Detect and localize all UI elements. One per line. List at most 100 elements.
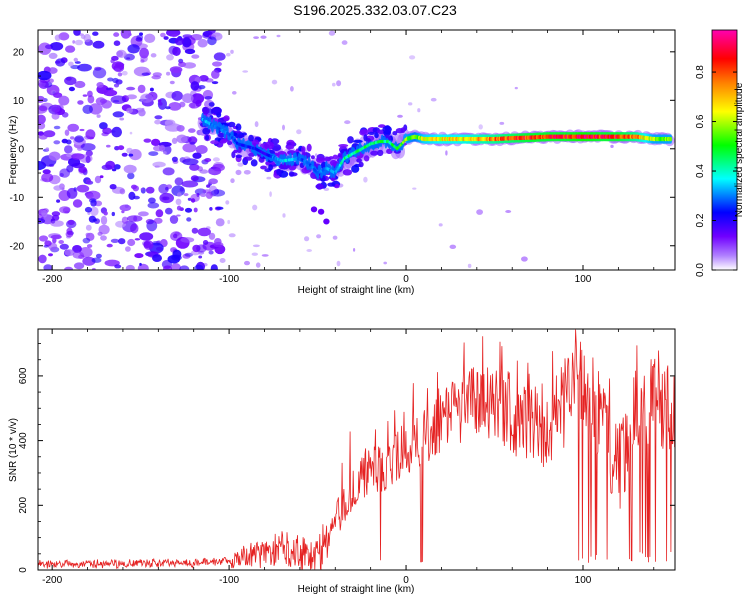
- noise-blob: [102, 127, 112, 135]
- ridge-cluster: [317, 208, 325, 215]
- noise-blob: [134, 238, 141, 241]
- noise-blob: [113, 99, 120, 103]
- noise-blob: [184, 48, 196, 55]
- spectrogram-xtick-label: -100: [219, 274, 239, 285]
- noise-blob: [91, 257, 102, 263]
- noise-blob: [166, 54, 174, 61]
- noise-blob: [253, 36, 259, 39]
- noise-blob: [353, 248, 356, 252]
- noise-blob: [190, 81, 200, 91]
- noise-blob: [208, 170, 215, 174]
- noise-blob: [53, 185, 63, 191]
- noise-blob: [44, 240, 52, 247]
- noise-blob: [237, 162, 244, 167]
- noise-blob: [276, 34, 281, 38]
- noise-blob: [134, 253, 144, 259]
- noise-blob: [87, 95, 95, 104]
- noise-blob: [65, 45, 76, 53]
- noise-blob: [172, 249, 182, 259]
- noise-blob: [72, 251, 85, 259]
- noise-blob: [136, 34, 144, 41]
- noise-blob: [121, 210, 125, 214]
- ridge-cluster: [260, 165, 267, 170]
- ridge-band-core: [335, 169, 338, 173]
- noise-blob: [154, 115, 163, 120]
- snr-ytick-label: 600: [18, 367, 29, 384]
- noise-blob: [296, 129, 302, 135]
- noise-blob: [67, 123, 79, 132]
- noise-blob: [50, 67, 55, 70]
- snr-xtick-label: 0: [403, 575, 409, 586]
- noise-blob: [316, 234, 322, 239]
- noise-blob: [50, 104, 61, 113]
- noise-blob: [176, 192, 182, 198]
- noise-blob: [182, 93, 194, 104]
- noise-blob: [72, 245, 82, 253]
- noise-blob: [197, 38, 208, 48]
- noise-blob: [77, 63, 92, 72]
- noise-blob: [172, 46, 181, 57]
- noise-blob: [181, 180, 199, 188]
- ridge-cluster: [231, 151, 236, 159]
- noise-blob: [209, 207, 213, 211]
- noise-blob: [182, 158, 199, 166]
- noise-blob: [206, 184, 211, 188]
- noise-blob: [228, 233, 236, 238]
- noise-blob: [191, 227, 199, 234]
- noise-blob: [143, 240, 154, 250]
- noise-blob: [190, 198, 196, 203]
- noise-blob: [315, 153, 318, 157]
- noise-blob: [197, 227, 211, 237]
- colorbar-frame: [711, 29, 738, 271]
- colorbar-tick-label: 0.4: [695, 164, 706, 178]
- spectrogram-xtick-label: -200: [42, 274, 62, 285]
- snr-xtick-label: 100: [575, 575, 592, 586]
- noise-blob: [269, 191, 272, 197]
- noise-blob: [126, 107, 133, 114]
- ridge-cluster: [353, 139, 363, 143]
- noise-blob: [106, 243, 113, 248]
- noise-blob: [183, 193, 189, 197]
- noise-blob: [64, 76, 77, 86]
- noise-blob: [254, 121, 259, 128]
- noise-blob: [164, 119, 176, 127]
- ridge-cluster: [316, 156, 325, 163]
- noise-blob: [171, 90, 183, 101]
- noise-blob: [133, 195, 140, 200]
- noise-blob: [271, 79, 278, 85]
- noise-blob: [38, 114, 46, 125]
- noise-blob: [255, 262, 261, 268]
- snr-series-line: [38, 329, 675, 570]
- noise-blob: [38, 134, 48, 140]
- spectrogram-frame: [37, 29, 676, 271]
- ridge-cluster: [301, 146, 306, 154]
- noise-blob: [66, 139, 72, 145]
- noise-blob: [55, 58, 66, 67]
- noise-blob: [121, 216, 129, 224]
- ridge-cluster: [235, 123, 242, 131]
- noise-blob: [126, 147, 133, 154]
- ridge-cluster: [382, 125, 392, 133]
- noise-blob: [156, 246, 163, 251]
- noise-blob: [430, 97, 437, 102]
- noise-blob: [111, 211, 116, 217]
- noise-blob: [521, 256, 528, 262]
- snr-xtick-label: -200: [42, 575, 62, 586]
- noise-blob: [175, 198, 182, 205]
- noise-blob: [190, 34, 203, 41]
- snr-ylabel: SNR (10 * v/v): [8, 418, 19, 482]
- noise-blob: [226, 52, 231, 57]
- noise-blob: [168, 102, 182, 111]
- ridge-cluster: [395, 128, 404, 134]
- ridge-cluster: [347, 136, 354, 144]
- noise-blob: [306, 249, 313, 252]
- noise-blob: [115, 79, 123, 85]
- noise-blob: [99, 122, 108, 130]
- ridge-cluster: [330, 159, 338, 167]
- noise-blob: [50, 220, 64, 227]
- noise-blob: [138, 109, 146, 117]
- noise-blob: [100, 235, 107, 241]
- noise-blob: [140, 93, 154, 103]
